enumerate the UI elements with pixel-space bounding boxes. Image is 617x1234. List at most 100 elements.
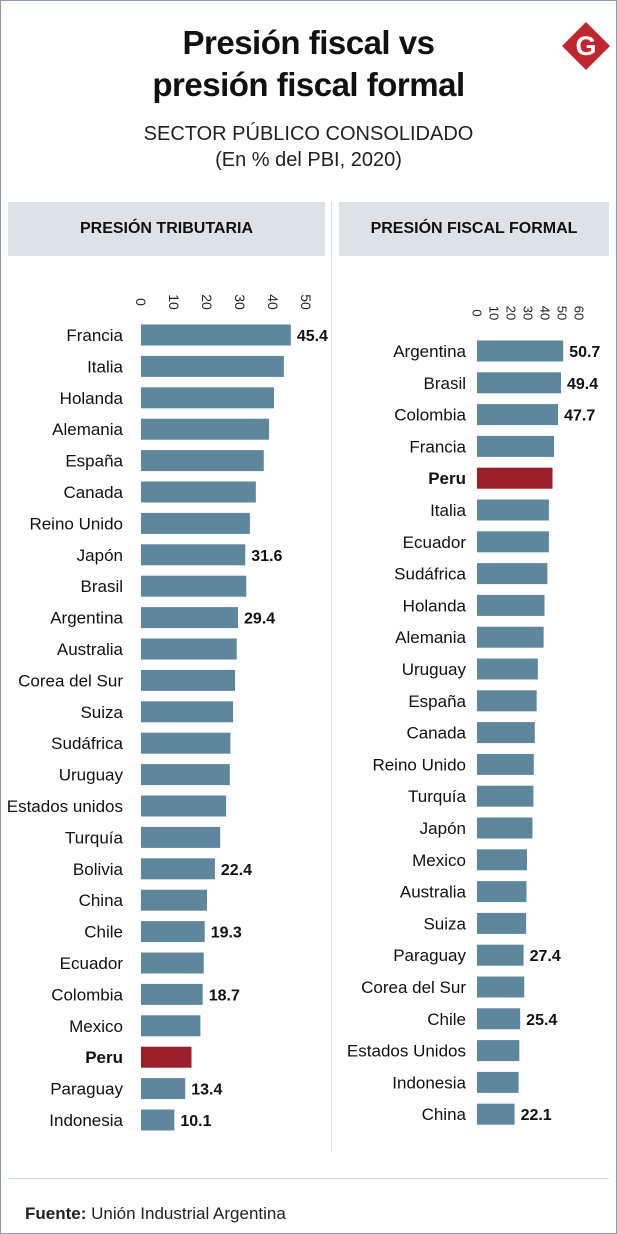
right-axis-tick: 10 bbox=[487, 306, 502, 320]
left-category-label: Turquía bbox=[65, 828, 124, 847]
left-category-label: Holanda bbox=[60, 389, 124, 408]
left-bar bbox=[141, 450, 264, 472]
left-category-label: Peru bbox=[85, 1048, 123, 1067]
right-bar bbox=[477, 1071, 519, 1093]
page-title-line2: presión fiscal formal bbox=[152, 66, 465, 103]
right-category-label: Corea del Sur bbox=[361, 978, 466, 997]
left-axis-tick: 50 bbox=[298, 294, 314, 310]
panel-divider bbox=[331, 202, 332, 1152]
left-axis-tick: 10 bbox=[166, 294, 182, 310]
left-bar bbox=[141, 638, 237, 660]
left-bar bbox=[141, 575, 247, 597]
right-bar bbox=[477, 626, 544, 648]
right-category-label: Colombia bbox=[394, 406, 466, 425]
right-bar bbox=[477, 435, 555, 457]
left-category-label: Paraguay bbox=[50, 1080, 123, 1099]
page-title-line1: Presión fiscal vs bbox=[182, 24, 435, 61]
left-category-label: Chile bbox=[84, 923, 123, 942]
right-bar bbox=[477, 1040, 520, 1062]
right-axis-tick: 50 bbox=[555, 306, 570, 320]
right-bar bbox=[477, 467, 553, 489]
right-axis-tick: 60 bbox=[572, 306, 587, 320]
right-category-label: Japón bbox=[420, 819, 466, 838]
left-data-label: 13.4 bbox=[191, 1082, 222, 1099]
right-category-label: Alemania bbox=[395, 628, 466, 647]
right-axis-tick: 20 bbox=[504, 306, 519, 320]
right-category-label: Paraguay bbox=[393, 946, 466, 965]
right-axis-tick: 40 bbox=[538, 306, 553, 320]
left-category-label: Francia bbox=[66, 326, 123, 345]
subtitle-line2: (En % del PBI, 2020) bbox=[215, 149, 402, 171]
right-data-label: 49.4 bbox=[567, 376, 598, 393]
left-category-label: Indonesia bbox=[49, 1111, 123, 1130]
left-data-label: 18.7 bbox=[209, 987, 240, 1004]
right-data-label: 47.7 bbox=[564, 408, 595, 425]
right-category-label: Ecuador bbox=[403, 533, 467, 552]
left-data-label: 31.6 bbox=[251, 548, 282, 565]
right-category-label: Australia bbox=[400, 883, 467, 902]
left-data-label: 10.1 bbox=[180, 1113, 211, 1130]
right-category-label: China bbox=[422, 1105, 467, 1124]
left-data-label: 22.4 bbox=[221, 862, 252, 879]
left-panel-header: PRESIÓN TRIBUTARIA bbox=[8, 202, 325, 256]
source-text: Unión Industrial Argentina bbox=[91, 1204, 286, 1223]
left-bar bbox=[141, 921, 205, 943]
right-data-label: 27.4 bbox=[530, 948, 561, 965]
right-bar bbox=[477, 531, 549, 553]
left-category-label: Argentina bbox=[50, 609, 123, 628]
right-bar bbox=[477, 785, 534, 807]
right-bar bbox=[477, 658, 538, 680]
right-bar bbox=[477, 817, 533, 839]
right-category-label: Mexico bbox=[412, 851, 466, 870]
left-category-label: Ecuador bbox=[60, 954, 124, 973]
left-bar bbox=[141, 701, 234, 723]
right-category-label: Suiza bbox=[423, 914, 466, 933]
right-category-label: Reino Unido bbox=[372, 755, 466, 774]
right-bar bbox=[477, 944, 524, 966]
right-data-label: 25.4 bbox=[526, 1012, 557, 1029]
right-category-label: Indonesia bbox=[392, 1073, 466, 1092]
right-bar bbox=[477, 1103, 515, 1125]
left-category-label: Mexico bbox=[69, 1017, 123, 1036]
right-axis-tick: 0 bbox=[470, 309, 485, 316]
right-category-label: Canada bbox=[406, 724, 466, 743]
right-category-label: Uruguay bbox=[402, 660, 467, 679]
right-category-label: Francia bbox=[409, 437, 466, 456]
left-bar bbox=[141, 858, 215, 880]
left-bar bbox=[141, 481, 256, 503]
left-bar bbox=[141, 764, 230, 786]
left-bar bbox=[141, 795, 227, 817]
right-category-label: Estados Unidos bbox=[347, 1042, 466, 1061]
right-bar bbox=[477, 849, 527, 871]
right-panel-header: PRESIÓN FISCAL FORMAL bbox=[339, 202, 609, 256]
left-category-label: Estados unidos bbox=[7, 797, 123, 816]
source-label: Fuente: bbox=[25, 1204, 87, 1223]
right-category-label: España bbox=[408, 692, 466, 711]
left-category-label: Reino Unido bbox=[29, 514, 123, 533]
left-category-label: Sudáfrica bbox=[51, 734, 123, 753]
source-footer: Fuente: Unión Industrial Argentina bbox=[25, 1204, 286, 1224]
right-bar bbox=[477, 340, 564, 362]
left-bar bbox=[141, 952, 204, 974]
left-data-label: 29.4 bbox=[244, 611, 275, 628]
left-category-label: Suiza bbox=[80, 703, 123, 722]
left-category-label: Colombia bbox=[51, 985, 123, 1004]
left-bar bbox=[141, 1015, 201, 1037]
left-bar bbox=[141, 607, 239, 629]
left-category-label: Canada bbox=[63, 483, 123, 502]
left-axis-tick: 30 bbox=[232, 294, 248, 310]
footer-divider bbox=[8, 1178, 609, 1179]
right-bar bbox=[477, 372, 561, 394]
left-bar bbox=[141, 418, 270, 440]
right-bar bbox=[477, 404, 559, 426]
left-bar bbox=[141, 544, 246, 566]
left-bar bbox=[141, 669, 236, 691]
left-category-label: España bbox=[65, 452, 123, 471]
logo-diamond bbox=[562, 22, 610, 70]
left-bar bbox=[141, 889, 207, 911]
left-bar bbox=[141, 1078, 186, 1100]
left-category-label: Corea del Sur bbox=[18, 671, 123, 690]
right-bar bbox=[477, 563, 548, 585]
right-category-label: Chile bbox=[427, 1010, 466, 1029]
